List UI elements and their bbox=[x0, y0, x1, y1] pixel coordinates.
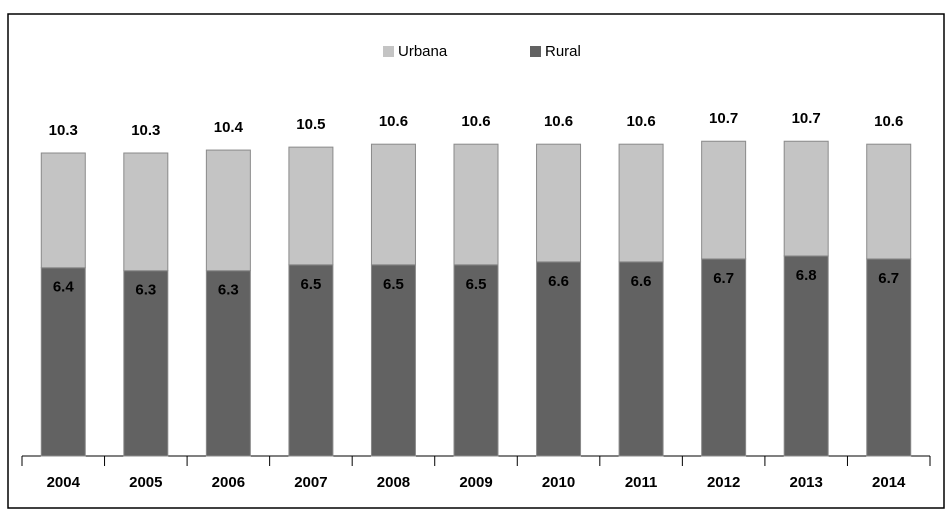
total-label: 10.3 bbox=[49, 122, 78, 139]
total-label: 10.7 bbox=[792, 110, 821, 127]
x-tick-label: 2007 bbox=[294, 474, 327, 491]
value-label: 6.5 bbox=[300, 276, 321, 293]
legend-swatch bbox=[530, 46, 541, 57]
value-label: 6.7 bbox=[878, 270, 899, 287]
x-tick-label: 2009 bbox=[459, 474, 492, 491]
bar-segment bbox=[123, 152, 169, 272]
bar-segment bbox=[370, 143, 416, 266]
bar-segment bbox=[701, 258, 747, 457]
value-label: 6.3 bbox=[218, 282, 239, 299]
bar-segment bbox=[866, 258, 912, 457]
value-label: 6.6 bbox=[631, 273, 652, 290]
bar-segment bbox=[123, 270, 169, 457]
value-label: 6.7 bbox=[713, 270, 734, 287]
total-label: 10.6 bbox=[379, 113, 408, 130]
bar-segment bbox=[205, 270, 251, 457]
x-tick-label: 2011 bbox=[625, 474, 658, 491]
bar-segment bbox=[618, 143, 664, 263]
bar-segment bbox=[783, 140, 829, 257]
bar-segment bbox=[618, 261, 664, 457]
total-label: 10.6 bbox=[544, 113, 573, 130]
value-label: 6.5 bbox=[383, 276, 404, 293]
bar-segment bbox=[866, 143, 912, 260]
bar-segment bbox=[701, 140, 747, 260]
x-tick-label: 2010 bbox=[542, 474, 575, 491]
bar-segment bbox=[205, 149, 251, 272]
total-label: 10.6 bbox=[626, 113, 655, 130]
x-tick-label: 2005 bbox=[129, 474, 162, 491]
value-label: 6.8 bbox=[796, 267, 817, 284]
x-tick-label: 2012 bbox=[707, 474, 740, 491]
x-tick-label: 2013 bbox=[789, 474, 822, 491]
bar-segment bbox=[370, 264, 416, 457]
bar-segment bbox=[453, 264, 499, 457]
total-label: 10.6 bbox=[461, 113, 490, 130]
bar-segment bbox=[453, 143, 499, 266]
bar-segment bbox=[40, 267, 86, 457]
bar-segment bbox=[783, 255, 829, 457]
bar-segment bbox=[288, 264, 334, 457]
total-label: 10.3 bbox=[131, 122, 160, 139]
total-label: 10.5 bbox=[296, 116, 325, 133]
total-label: 10.6 bbox=[874, 113, 903, 130]
legend-swatch bbox=[383, 46, 394, 57]
bar-segment bbox=[288, 146, 334, 266]
x-tick-label: 2006 bbox=[212, 474, 245, 491]
value-label: 6.6 bbox=[548, 273, 569, 290]
total-label: 10.7 bbox=[709, 110, 738, 127]
value-label: 6.4 bbox=[53, 279, 75, 296]
value-label: 6.5 bbox=[466, 276, 487, 293]
total-label: 10.4 bbox=[214, 119, 244, 136]
bar-segment bbox=[536, 261, 582, 457]
legend-label: Urbana bbox=[398, 43, 448, 60]
x-tick-label: 2008 bbox=[377, 474, 410, 491]
x-tick-label: 2014 bbox=[872, 474, 906, 491]
legend-label: Rural bbox=[545, 43, 581, 60]
bar-segment bbox=[40, 152, 86, 269]
value-label: 6.3 bbox=[135, 282, 156, 299]
x-tick-label: 2004 bbox=[47, 474, 81, 491]
bar-segment bbox=[536, 143, 582, 263]
